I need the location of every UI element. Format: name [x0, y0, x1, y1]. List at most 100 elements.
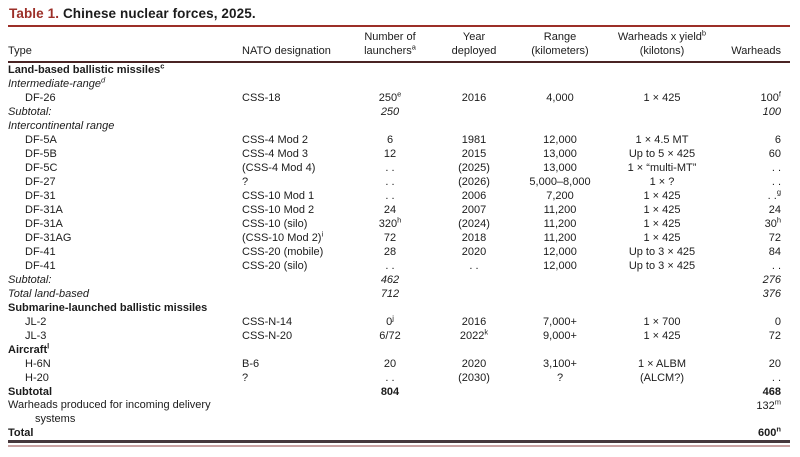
cell-year [434, 399, 514, 426]
cell-type: Subtotal: [8, 274, 52, 286]
cell-warheads: 30h [764, 215, 781, 230]
cell-range: 4,000 [546, 92, 574, 104]
cell-warheads: 468 [762, 386, 781, 398]
cell-year: 1981 [461, 134, 487, 146]
bottom-rule-dark [8, 440, 790, 443]
cell-launchers: . . [385, 190, 395, 202]
cell-launchers [346, 62, 434, 77]
cell-yield [606, 343, 718, 357]
cell-year [434, 105, 514, 119]
cell-yield [606, 105, 718, 119]
cell-nato: ? [242, 372, 249, 384]
cell-range [514, 287, 606, 301]
cell-launchers [346, 119, 434, 133]
column-header-type: Type [8, 28, 242, 63]
table-row: Subtotal 804 468 [8, 385, 790, 399]
cell-launchers: . . [385, 162, 395, 174]
cell-warheads [718, 62, 790, 77]
cell-yield [606, 301, 718, 315]
cell-nato [242, 119, 346, 133]
table-header-row: Type NATO designation Number of launchersa Y… [8, 28, 790, 63]
cell-launchers: 6/72 [379, 330, 401, 342]
cell-yield: (ALCM?) [639, 372, 684, 384]
cell-type: Warheads produced for incoming delivery … [8, 399, 211, 425]
cell-year [434, 426, 514, 440]
cell-year [434, 119, 514, 133]
cell-yield: 1 × “multi-MT” [627, 162, 697, 174]
cell-type: DF-31 [25, 190, 56, 202]
cell-warheads: 132m [756, 397, 781, 412]
cell-yield [606, 273, 718, 287]
cell-nato [242, 287, 346, 301]
cell-yield [606, 385, 718, 399]
table-row: DF-31A CSS-10 (silo) 320h (2024) 11,200 1 × 4… [8, 215, 790, 231]
cell-type: DF-5B [25, 148, 57, 160]
cell-nato [242, 426, 346, 440]
cell-range: 3,100+ [543, 358, 577, 370]
cell-nato: CSS-4 Mod 3 [242, 148, 309, 160]
cell-year: 2006 [461, 190, 487, 202]
cell-type: DF-5C [25, 162, 58, 174]
cell-range: 5,000–8,000 [529, 176, 591, 188]
cell-type: DF-31AG [25, 232, 72, 244]
cell-nato: CSS-20 (silo) [242, 260, 308, 272]
cell-type: JL-2 [25, 316, 47, 328]
cell-launchers: . . [385, 260, 395, 272]
cell-year: (2025) [458, 162, 490, 174]
table-title: Chinese nuclear forces, 2025. [62, 6, 256, 21]
cell-type: DF-5A [25, 134, 57, 146]
cell-yield [606, 399, 718, 426]
cell-range [514, 273, 606, 287]
cell-launchers: 20 [383, 358, 397, 370]
cell-nato [242, 77, 346, 91]
cell-nato: (CSS-4 Mod 4) [242, 162, 316, 174]
cell-range: 13,000 [543, 162, 577, 174]
cell-range [514, 62, 606, 77]
cell-launchers: 28 [383, 246, 397, 258]
cell-year [434, 62, 514, 77]
cell-nato: CSS-10 Mod 2 [242, 204, 315, 216]
cell-warheads: 20 [768, 358, 781, 370]
cell-warheads [718, 119, 790, 133]
cell-launchers [346, 343, 434, 357]
cell-range: 13,000 [543, 148, 577, 160]
cell-yield: 1 × 425 [643, 218, 681, 230]
cell-warheads: . . [771, 162, 781, 174]
table-row: Intermediate-ranged [8, 76, 790, 91]
cell-launchers: 72 [383, 232, 397, 244]
cell-yield: 1 × 425 [643, 204, 681, 216]
cell-launchers: 250 [380, 106, 400, 118]
cell-type: Subtotal [8, 386, 52, 398]
table-caption: Table 1. Chinese nuclear forces, 2025. [8, 3, 790, 27]
cell-type: DF-31A [25, 218, 63, 230]
cell-type: JL-3 [25, 330, 47, 342]
table-row: H-6N B-6 20 2020 3,100+ 1 × ALBM 20 [8, 357, 790, 371]
cell-year: 2020 [461, 246, 487, 258]
cell-year: 2018 [461, 232, 487, 244]
table-row: Total land-based 712 376 [8, 287, 790, 301]
cell-year: (2030) [458, 372, 490, 384]
cell-nato: (CSS-10 Mod 2)i [242, 229, 324, 244]
cell-warheads: 100 [762, 106, 781, 118]
cell-nato [242, 105, 346, 119]
cell-yield: 1 × ALBM [637, 358, 686, 370]
cell-type: Land-based ballistic missilesc [8, 61, 165, 76]
cell-range: 9,000+ [543, 330, 577, 342]
cell-warheads: 24 [768, 204, 781, 216]
cell-warheads: . . [771, 176, 781, 188]
cell-range [514, 301, 606, 315]
cell-nato [242, 343, 346, 357]
cell-warheads: 6 [774, 134, 781, 146]
cell-launchers [346, 426, 434, 440]
cell-yield: 1 × 4.5 MT [635, 134, 689, 146]
column-header-launchers: Number of launchersa [346, 28, 434, 63]
cell-warheads [718, 343, 790, 357]
cell-range [514, 399, 606, 426]
cell-year: (2024) [458, 218, 490, 230]
cell-nato: CSS-10 (silo) [242, 218, 308, 230]
cell-range: 11,200 [543, 218, 577, 230]
cell-range [514, 426, 606, 440]
cell-launchers [346, 77, 434, 91]
cell-range: 12,000 [543, 246, 577, 258]
